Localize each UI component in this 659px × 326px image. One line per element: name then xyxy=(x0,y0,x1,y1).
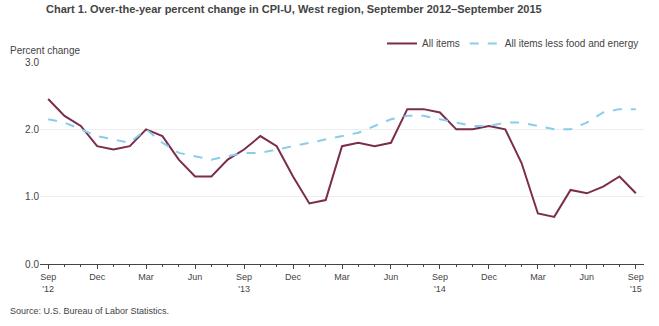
svg-text:Dec: Dec xyxy=(481,272,498,282)
svg-text:Sep'15: Sep'15 xyxy=(628,272,644,294)
svg-text:Mar: Mar xyxy=(334,272,350,282)
svg-text:Dec: Dec xyxy=(285,272,302,282)
svg-text:Jun: Jun xyxy=(384,272,399,282)
svg-text:Source: U.S. Bureau of Labor S: Source: U.S. Bureau of Labor Statistics. xyxy=(10,306,169,316)
svg-text:Chart 1. Over-the-year percent: Chart 1. Over-the-year percent change in… xyxy=(46,3,542,15)
svg-text:Percent change: Percent change xyxy=(10,45,80,56)
svg-text:Mar: Mar xyxy=(530,272,546,282)
svg-text:Jun: Jun xyxy=(188,272,203,282)
svg-text:Sep'12: Sep'12 xyxy=(40,272,56,294)
svg-text:Sep'13: Sep'13 xyxy=(236,272,252,294)
svg-text:Dec: Dec xyxy=(89,272,106,282)
svg-text:1.0: 1.0 xyxy=(25,191,39,202)
svg-text:Jun: Jun xyxy=(580,272,595,282)
svg-text:0.0: 0.0 xyxy=(25,259,39,270)
svg-text:Sep'14: Sep'14 xyxy=(432,272,448,294)
svg-text:All items: All items xyxy=(422,38,460,49)
svg-text:All items less food and energy: All items less food and energy xyxy=(505,38,638,49)
svg-text:2.0: 2.0 xyxy=(25,124,39,135)
svg-text:Mar: Mar xyxy=(138,272,154,282)
svg-text:3.0: 3.0 xyxy=(25,57,39,68)
